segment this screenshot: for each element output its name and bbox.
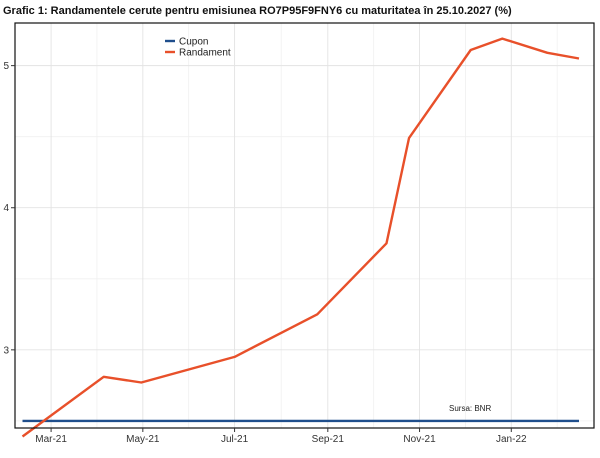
x-tick-label: May-21 <box>126 434 160 445</box>
x-tick-label: Jan-22 <box>496 434 527 445</box>
legend-label-randament: Randament <box>179 48 231 59</box>
x-tick-label: Nov-21 <box>403 434 436 445</box>
y-tick-label: 4 <box>3 203 9 214</box>
grid <box>15 23 594 428</box>
plot-frame <box>14 22 595 429</box>
y-axis: 3 4 5 <box>3 61 15 356</box>
y-tick-label: 3 <box>3 345 9 356</box>
series-line-randament <box>21 37 580 438</box>
x-axis: Mar-21 May-21 Jul-21 Sep-21 Nov-21 Jan-22 <box>35 428 527 445</box>
x-tick-label: Jul-21 <box>221 434 249 445</box>
x-tick-label: Mar-21 <box>35 434 67 445</box>
source-note: Sursa: BNR <box>449 404 491 413</box>
chart-title: Grafic 1: Randamentele cerute pentru emi… <box>3 5 512 17</box>
x-tick-label: Sep-21 <box>312 434 345 445</box>
series-layer <box>21 37 580 438</box>
y-tick-label: 5 <box>3 61 9 72</box>
legend-label-cupon: Cupon <box>179 37 208 48</box>
